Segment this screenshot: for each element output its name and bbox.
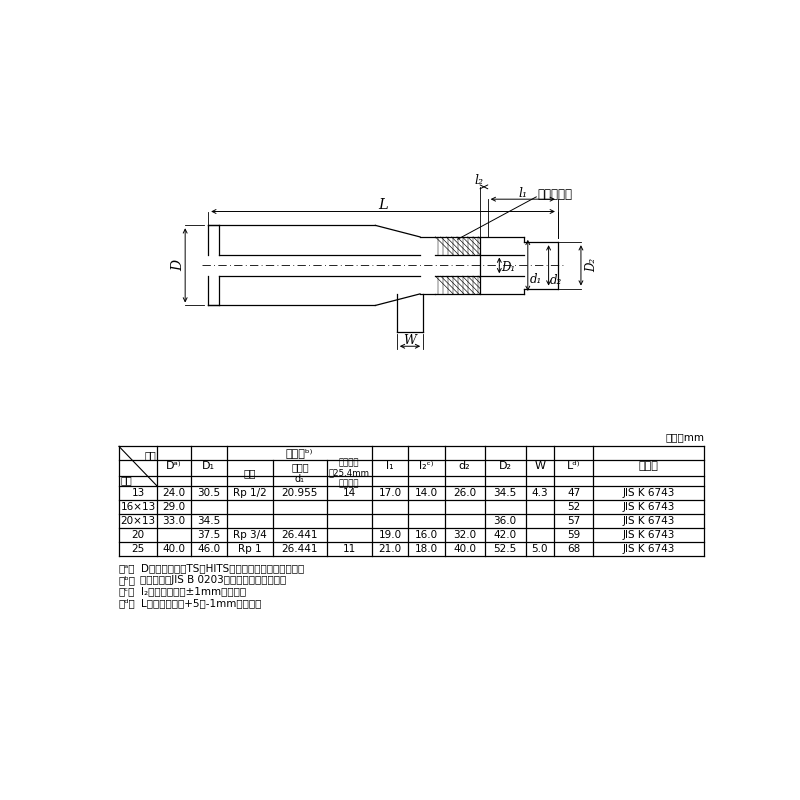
Text: 18.0: 18.0 [415, 544, 438, 554]
Text: 26.441: 26.441 [282, 544, 318, 554]
Text: D₁: D₁ [502, 262, 516, 274]
Text: JIS K 6743: JIS K 6743 [622, 502, 675, 512]
Text: 17.0: 17.0 [378, 488, 402, 498]
Text: d₂: d₂ [459, 462, 470, 471]
Text: 注ᶜ）: 注ᶜ） [119, 586, 135, 597]
Text: W: W [403, 334, 417, 346]
Text: ねじ部ᵇ⁾: ねじ部ᵇ⁾ [286, 448, 313, 458]
Text: Rp 1: Rp 1 [238, 544, 262, 554]
Text: d₂: d₂ [550, 274, 562, 287]
Text: 20.955: 20.955 [282, 488, 318, 498]
Text: 52.5: 52.5 [494, 544, 517, 554]
Text: 14: 14 [342, 488, 356, 498]
Text: 呼径: 呼径 [121, 475, 132, 485]
Text: 46.0: 46.0 [197, 544, 220, 554]
Text: 34.5: 34.5 [197, 516, 220, 526]
Text: 21.0: 21.0 [378, 544, 402, 554]
Text: Dの許容差は、TS・HITS継手口共通寸法図による。: Dの許容差は、TS・HITS継手口共通寸法図による。 [141, 563, 304, 574]
Text: 59: 59 [567, 530, 580, 540]
Text: 26.0: 26.0 [453, 488, 476, 498]
Text: 47: 47 [567, 488, 580, 498]
Text: l₁: l₁ [386, 462, 394, 471]
Text: 26.441: 26.441 [282, 530, 318, 540]
Text: d₁: d₁ [530, 273, 542, 286]
Text: JIS K 6743: JIS K 6743 [622, 544, 675, 554]
Text: 呼び: 呼び [243, 468, 256, 478]
Text: D₁: D₁ [202, 462, 215, 471]
Text: ねじ部は、JIS B 0203の平行めねじとする。: ねじ部は、JIS B 0203の平行めねじとする。 [141, 575, 286, 585]
Text: JIS K 6743: JIS K 6743 [622, 530, 675, 540]
Text: 32.0: 32.0 [453, 530, 476, 540]
Text: L: L [378, 198, 388, 211]
Text: JIS K 6743: JIS K 6743 [622, 516, 675, 526]
Text: l₂の許容差は、±1mmとする。: l₂の許容差は、±1mmとする。 [141, 586, 246, 597]
Text: D: D [171, 260, 186, 271]
Text: インサート: インサート [537, 188, 572, 201]
Text: Rp 3/4: Rp 3/4 [233, 530, 266, 540]
Text: Lᵈ⁾: Lᵈ⁾ [567, 462, 580, 471]
Text: 14.0: 14.0 [415, 488, 438, 498]
Text: 68: 68 [567, 544, 580, 554]
Text: Dᵃ⁾: Dᵃ⁾ [166, 462, 182, 471]
Text: l₂ᶜ⁾: l₂ᶜ⁾ [419, 462, 434, 471]
Text: 33.0: 33.0 [162, 516, 186, 526]
Text: 57: 57 [567, 516, 580, 526]
Text: l₂: l₂ [475, 174, 484, 187]
Text: 52: 52 [567, 502, 580, 512]
Text: W: W [534, 462, 546, 471]
Text: 16×13: 16×13 [121, 502, 156, 512]
Text: 注ᵈ）: 注ᵈ） [119, 598, 136, 608]
Text: 注ᵇ）: 注ᵇ） [119, 575, 136, 585]
Text: 20: 20 [132, 530, 145, 540]
Text: 30.5: 30.5 [197, 488, 220, 498]
Text: 24.0: 24.0 [162, 488, 186, 498]
Text: 42.0: 42.0 [494, 530, 517, 540]
Text: l₁: l₁ [518, 186, 527, 199]
Text: 19.0: 19.0 [378, 530, 402, 540]
Text: 29.0: 29.0 [162, 502, 186, 512]
Text: JIS K 6743: JIS K 6743 [622, 488, 675, 498]
Text: 谷の径
d₁: 谷の径 d₁ [291, 462, 309, 484]
Text: D₂: D₂ [585, 258, 598, 273]
Text: 記号: 記号 [144, 450, 156, 460]
Text: D₂: D₂ [498, 462, 511, 471]
Text: 25: 25 [131, 544, 145, 554]
Text: 11: 11 [342, 544, 356, 554]
Text: 16.0: 16.0 [415, 530, 438, 540]
Text: 単位：mm: 単位：mm [665, 433, 704, 442]
Text: Lの許容差は、+5／-1mmとする。: Lの許容差は、+5／-1mmとする。 [141, 598, 261, 608]
Text: 36.0: 36.0 [494, 516, 517, 526]
Text: Rp 1/2: Rp 1/2 [233, 488, 266, 498]
Text: 注ᵃ）: 注ᵃ） [119, 563, 135, 574]
Text: 20×13: 20×13 [121, 516, 156, 526]
Text: 40.0: 40.0 [162, 544, 186, 554]
Text: ねじ山数
（25.4mm
につき）: ねじ山数 （25.4mm につき） [329, 458, 370, 488]
Text: 13: 13 [131, 488, 145, 498]
Text: 34.5: 34.5 [494, 488, 517, 498]
Text: 40.0: 40.0 [453, 544, 476, 554]
Text: 規　格: 規 格 [638, 462, 658, 471]
Text: 37.5: 37.5 [197, 530, 220, 540]
Text: 4.3: 4.3 [531, 488, 548, 498]
Text: 5.0: 5.0 [531, 544, 548, 554]
